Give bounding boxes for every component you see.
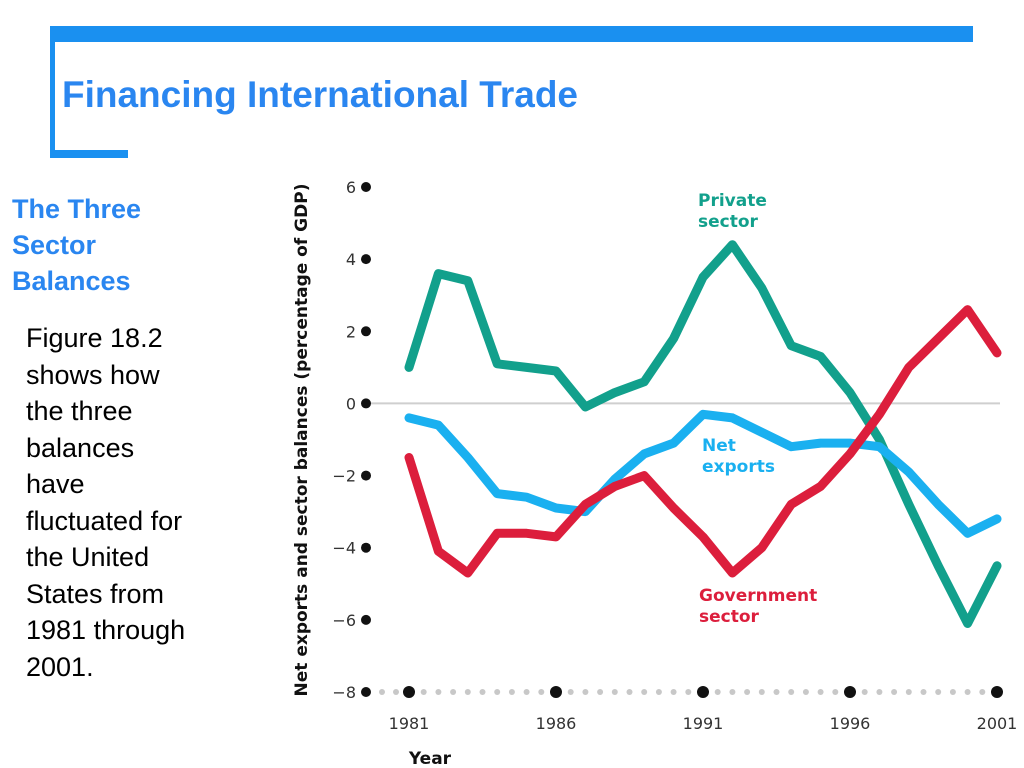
x-minor-tick-dot	[979, 689, 986, 695]
slide-subtitle: The Three Sector Balances	[12, 194, 142, 296]
x-minor-tick-dot	[920, 689, 927, 695]
series-label: exports	[702, 457, 775, 477]
slide-title: Financing International Trade	[62, 74, 579, 115]
x-minor-tick-dot	[464, 689, 471, 695]
y-tick-label: 4	[346, 250, 356, 269]
y-tick-dot	[361, 182, 371, 192]
y-tick-label: 6	[346, 178, 356, 197]
x-minor-tick-dot	[508, 689, 515, 695]
y-axis-title: Net exports and sector balances (percent…	[292, 184, 312, 697]
y-tick-dot	[361, 614, 371, 625]
x-minor-tick-dot	[450, 689, 457, 695]
x-major-tick-dot	[697, 686, 709, 698]
y-tick-dot	[361, 542, 371, 553]
series-label: Government	[699, 586, 817, 606]
title-frame-bottom-bar	[50, 150, 128, 158]
y-tick-dot	[361, 326, 371, 337]
x-minor-tick-dot	[817, 689, 824, 695]
x-minor-tick-dot	[714, 689, 721, 695]
x-major-tick-dot	[991, 686, 1003, 698]
x-axis-title: Year	[408, 749, 452, 768]
x-minor-tick-dot	[758, 689, 765, 695]
series-label: Private	[698, 191, 767, 211]
x-minor-tick-dot	[670, 689, 677, 695]
x-minor-tick-dot	[905, 689, 912, 695]
x-minor-tick-dot	[479, 689, 486, 695]
x-minor-tick-dot	[802, 689, 809, 695]
x-minor-tick-dot	[744, 689, 751, 695]
y-tick-dot	[361, 470, 371, 481]
x-minor-tick-dot	[964, 689, 971, 695]
slide-body-text: Figure 18.2 shows how the three balances…	[26, 323, 186, 682]
series-line-1	[404, 240, 1002, 628]
title-frame-left-bar	[50, 26, 55, 158]
x-minor-tick-dot	[379, 689, 385, 695]
x-minor-tick-dot	[876, 689, 883, 695]
x-minor-tick-dot	[494, 689, 501, 695]
x-minor-tick-dot	[626, 689, 633, 695]
x-tick-label: 1996	[830, 714, 871, 733]
x-minor-tick-dot	[891, 689, 898, 695]
x-major-tick-dot	[844, 686, 856, 698]
title-frame-top-bar	[50, 26, 973, 42]
x-minor-tick-dot	[685, 689, 692, 695]
x-minor-tick-dot	[788, 689, 795, 695]
x-major-tick-dot	[550, 686, 562, 698]
y-tick-label: −4	[332, 539, 356, 558]
x-major-tick-dot	[403, 686, 415, 698]
series-label: sector	[698, 212, 759, 232]
x-tick-label: 1981	[389, 714, 430, 733]
x-minor-tick-dot	[523, 689, 530, 695]
x-minor-tick-dot	[655, 689, 662, 695]
y-tick-label: −8	[332, 683, 356, 702]
y-tick-dot	[361, 687, 371, 697]
x-minor-tick-dot	[949, 689, 956, 695]
series-line-2	[404, 409, 1002, 538]
y-tick-dot	[361, 254, 371, 265]
x-minor-tick-dot	[611, 689, 618, 695]
y-tick-dot	[361, 398, 371, 409]
x-tick-label: 2001	[977, 714, 1018, 733]
y-tick-label: −6	[332, 611, 356, 630]
x-minor-tick-dot	[582, 689, 589, 695]
series-line-3	[404, 305, 1002, 578]
y-tick-label: 2	[346, 322, 356, 341]
x-minor-tick-dot	[832, 689, 839, 695]
series-label: sector	[699, 607, 760, 627]
x-minor-tick-dot	[729, 689, 736, 695]
x-minor-tick-dot	[773, 689, 780, 695]
x-minor-tick-dot	[538, 689, 545, 695]
x-minor-tick-dot	[420, 689, 427, 695]
x-minor-tick-dot	[435, 689, 442, 695]
x-minor-tick-dot	[567, 689, 574, 695]
series-label: Net	[702, 436, 736, 456]
y-tick-label: 0	[346, 394, 356, 413]
x-minor-tick-dot	[861, 689, 868, 695]
x-tick-label: 1986	[536, 714, 577, 733]
y-tick-label: −2	[332, 467, 356, 486]
x-tick-label: 1991	[683, 714, 724, 733]
x-minor-tick-dot	[393, 689, 399, 695]
x-minor-tick-dot	[641, 689, 648, 695]
x-minor-tick-dot	[935, 689, 942, 695]
x-minor-tick-dot	[597, 689, 604, 695]
